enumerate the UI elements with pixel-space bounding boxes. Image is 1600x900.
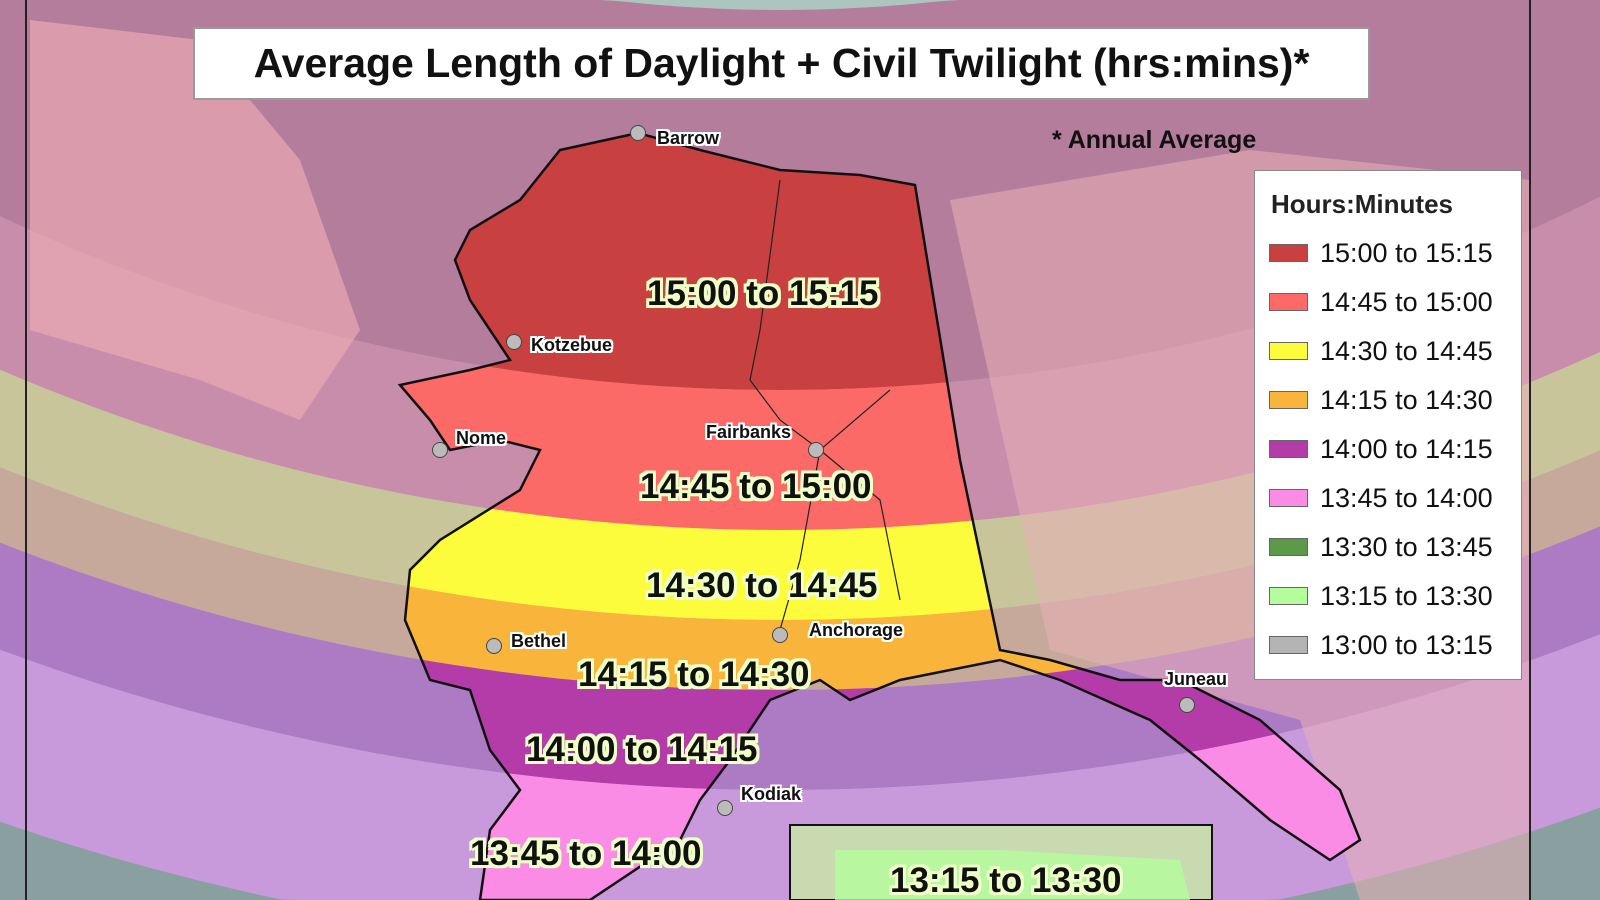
city-marker bbox=[506, 334, 522, 350]
land-chukotka bbox=[30, 20, 360, 420]
alaska-outline bbox=[397, 131, 1362, 900]
legend-swatch bbox=[1269, 342, 1308, 360]
city-label: Anchorage bbox=[809, 620, 904, 640]
legend-swatch bbox=[1269, 440, 1308, 458]
legend-label: 14:00 to 14:15 bbox=[1320, 433, 1493, 464]
legend-item: 15:00 to 15:15 bbox=[1269, 238, 1493, 268]
legend-label: 14:30 to 14:45 bbox=[1320, 335, 1493, 366]
city-label: Juneau bbox=[1164, 669, 1228, 689]
inset-band bbox=[835, 850, 1190, 900]
band-label: 14:00 to 14:15 bbox=[526, 730, 758, 769]
legend-swatch bbox=[1269, 538, 1308, 556]
legend-item: 13:15 to 13:30 bbox=[1269, 581, 1493, 611]
roads bbox=[749, 179, 901, 631]
band-label: 15:00 to 15:15 bbox=[647, 274, 879, 313]
legend-title: Hours:Minutes bbox=[1271, 189, 1453, 219]
band-4 bbox=[400, 526, 1360, 790]
legend-item: 13:30 to 13:45 bbox=[1269, 532, 1493, 562]
legend-item: 14:30 to 14:45 bbox=[1269, 336, 1493, 366]
band-label: 13:45 to 14:00 bbox=[470, 834, 702, 873]
legend-swatch bbox=[1269, 489, 1308, 507]
legend-swatch bbox=[1269, 293, 1308, 311]
legend-swatch bbox=[1269, 636, 1308, 654]
band-label: 13:15 to 13:30 bbox=[890, 861, 1122, 900]
city-label: Nome bbox=[456, 428, 507, 448]
city-marker bbox=[772, 627, 788, 643]
city-label: Kodiak bbox=[741, 784, 802, 804]
city-marker bbox=[486, 638, 502, 654]
legend-label: 15:00 to 15:15 bbox=[1320, 237, 1493, 268]
city-label: Bethel bbox=[511, 631, 567, 651]
legend-swatch bbox=[1269, 587, 1308, 605]
map-title: Average Length of Daylight + Civil Twili… bbox=[193, 27, 1370, 100]
legend-label: 14:15 to 14:30 bbox=[1320, 384, 1493, 415]
city-label: Kotzebue bbox=[531, 335, 612, 355]
city-marker bbox=[717, 800, 733, 816]
legend: Hours:Minutes 15:00 to 15:15 14:45 to 15:… bbox=[1254, 170, 1522, 680]
legend-item: 14:15 to 14:30 bbox=[1269, 385, 1493, 415]
city-marker bbox=[432, 442, 448, 458]
legend-item: 13:45 to 14:00 bbox=[1269, 483, 1493, 513]
band-top bbox=[0, 0, 1600, 10]
band-label: 14:30 to 14:45 bbox=[646, 566, 878, 605]
band-label: 14:45 to 15:00 bbox=[640, 467, 872, 506]
city-marker bbox=[630, 125, 646, 141]
city-label: Barrow bbox=[657, 128, 720, 148]
legend-label: 13:45 to 14:00 bbox=[1320, 482, 1493, 513]
city-marker bbox=[1179, 697, 1195, 713]
legend-label: 13:30 to 13:45 bbox=[1320, 531, 1493, 562]
legend-item: 13:00 to 13:15 bbox=[1269, 630, 1493, 660]
legend-label: 13:15 to 13:30 bbox=[1320, 580, 1493, 611]
annual-average-note: * Annual Average bbox=[1052, 126, 1257, 154]
legend-swatch bbox=[1269, 391, 1308, 409]
legend-item: 14:00 to 14:15 bbox=[1269, 434, 1493, 464]
legend-label: 14:45 to 15:00 bbox=[1320, 286, 1493, 317]
band-label: 14:15 to 14:30 bbox=[578, 655, 810, 694]
legend-label: 13:00 to 13:15 bbox=[1320, 629, 1493, 660]
city-label: Fairbanks bbox=[706, 422, 792, 442]
legend-swatch bbox=[1269, 244, 1308, 262]
city-marker bbox=[808, 442, 824, 458]
legend-item: 14:45 to 15:00 bbox=[1269, 287, 1493, 317]
